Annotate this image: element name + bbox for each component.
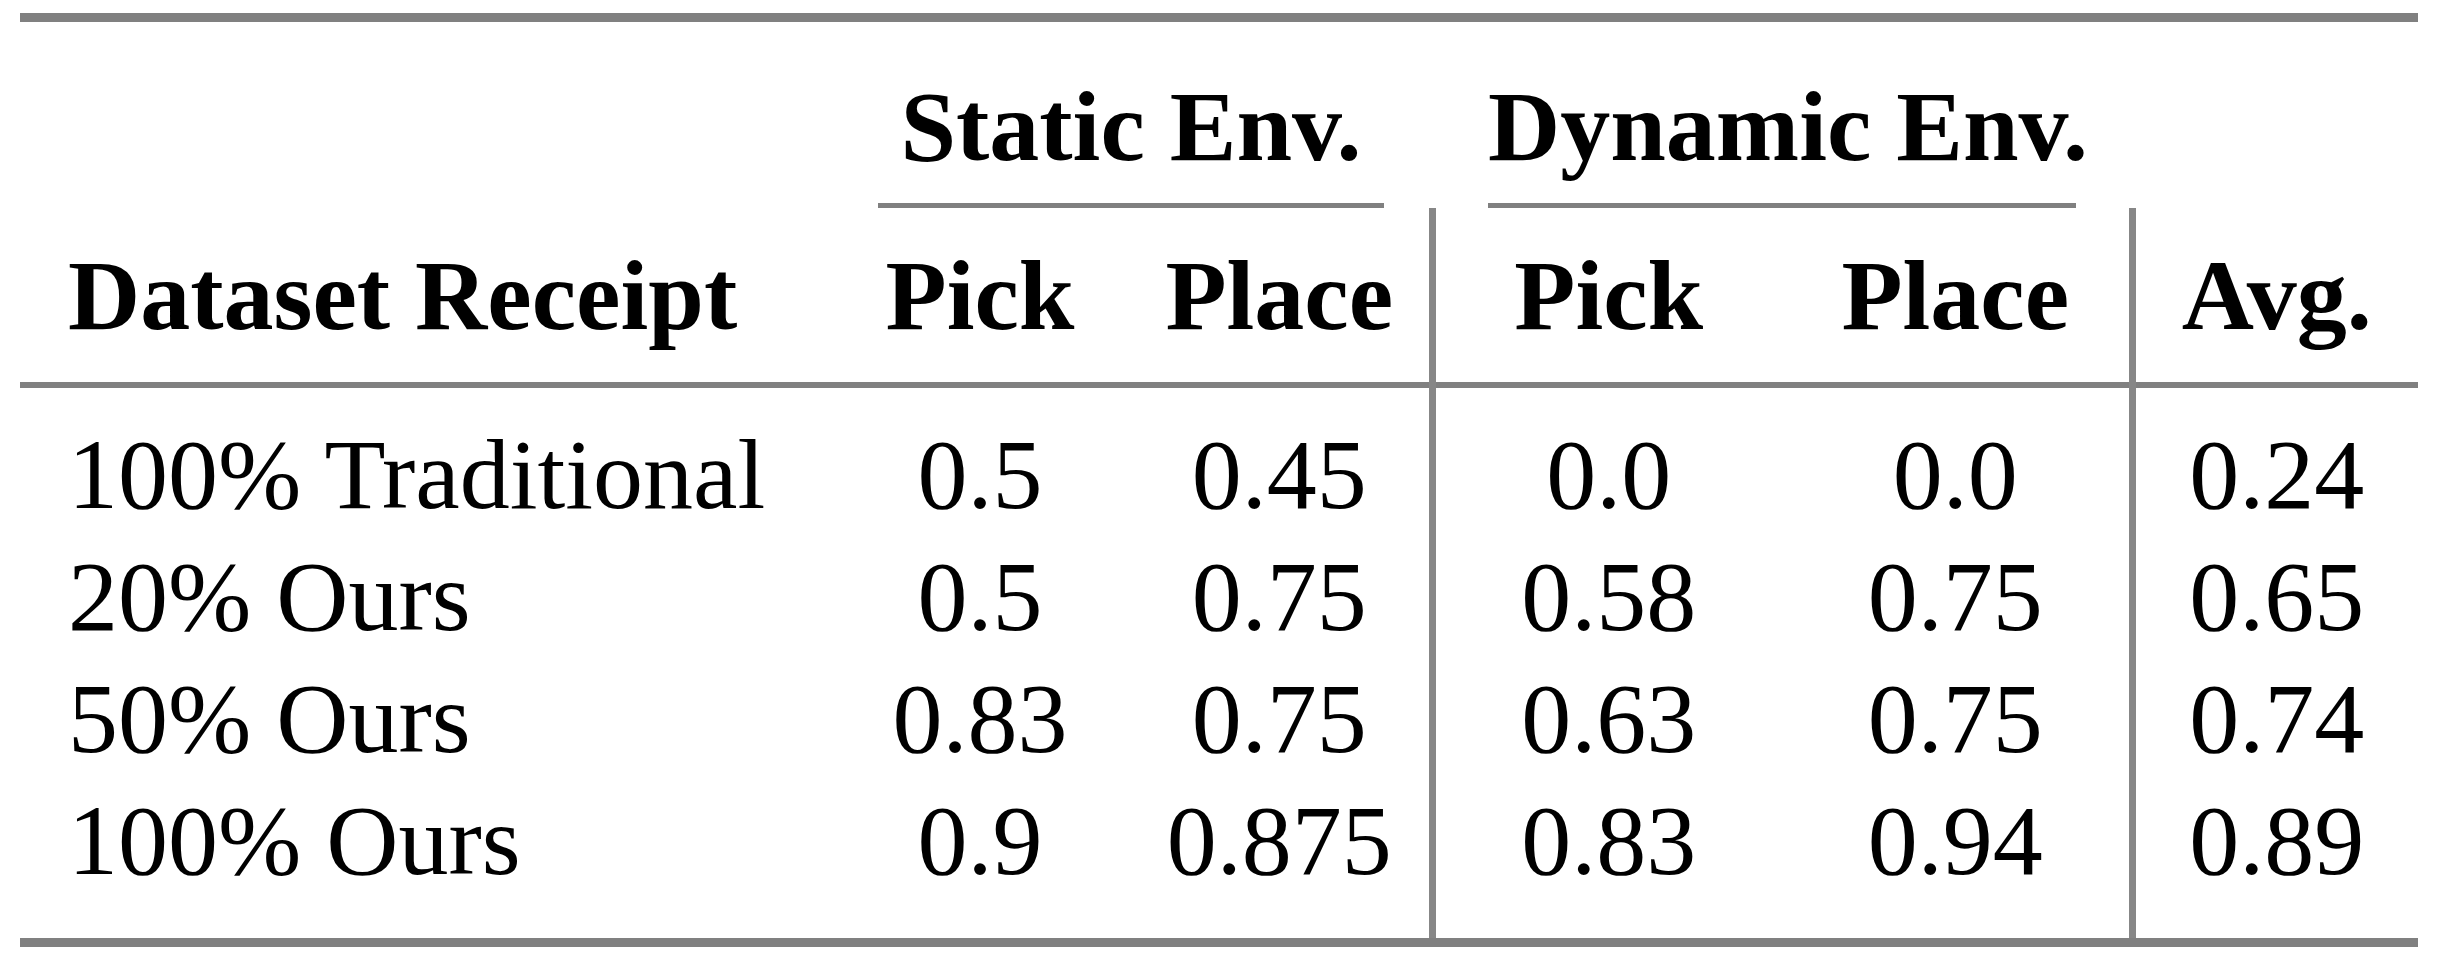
cell-static-pick: 0.9 [830,779,1130,901]
cell-avg: 0.89 [2132,779,2418,901]
cell-dynamic-place: 0.75 [1782,657,2132,779]
spacer-cell [830,901,1130,943]
column-header-row: Dataset Receipt Pick Place Pick Place Av… [20,208,2418,385]
group-header-static-cell: Static Env. [830,18,1432,209]
group-header-row: Static Env. Dynamic Env. [20,18,2418,209]
group-header-dynamic-label: Dynamic Env. [1488,77,2076,208]
spacer-cell [1782,901,2132,943]
cell-dynamic-place: 0.0 [1782,385,2132,535]
cell-static-place: 0.45 [1130,385,1432,535]
cell-dynamic-pick: 0.63 [1432,657,1782,779]
group-header-empty-cell [20,18,830,209]
cell-static-pick: 0.83 [830,657,1130,779]
cell-static-place: 0.75 [1130,657,1432,779]
cell-dynamic-place: 0.94 [1782,779,2132,901]
row-label: 50% Ours [20,657,830,779]
cell-dynamic-pick: 0.58 [1432,535,1782,657]
row-label: 20% Ours [20,535,830,657]
spacer-row [20,901,2418,943]
group-header-static-label: Static Env. [878,77,1384,208]
cell-avg: 0.24 [2132,385,2418,535]
group-header-dynamic-cell: Dynamic Env. [1432,18,2132,209]
spacer-cell [1432,901,1782,943]
cell-static-place: 0.75 [1130,535,1432,657]
cell-dynamic-pick: 0.0 [1432,385,1782,535]
row-label: 100% Ours [20,779,830,901]
cell-dynamic-pick: 0.83 [1432,779,1782,901]
column-header-avg: Avg. [2132,208,2418,385]
table-row: 100% Traditional 0.5 0.45 0.0 0.0 0.24 [20,385,2418,535]
column-header-static-pick: Pick [830,208,1130,385]
group-header-avg-empty-cell [2132,18,2418,209]
column-header-dynamic-pick: Pick [1432,208,1782,385]
row-label: 100% Traditional [20,385,830,535]
cell-dynamic-place: 0.75 [1782,535,2132,657]
spacer-cell [2132,901,2418,943]
column-header-dynamic-place: Place [1782,208,2132,385]
column-header-static-place: Place [1130,208,1432,385]
table-row: 20% Ours 0.5 0.75 0.58 0.75 0.65 [20,535,2418,657]
table-row: 50% Ours 0.83 0.75 0.63 0.75 0.74 [20,657,2418,779]
spacer-cell [20,901,830,943]
cell-static-pick: 0.5 [830,385,1130,535]
cell-static-pick: 0.5 [830,535,1130,657]
spacer-cell [1130,901,1432,943]
cell-avg: 0.65 [2132,535,2418,657]
cell-static-place: 0.875 [1130,779,1432,901]
cell-avg: 0.74 [2132,657,2418,779]
results-table-container: Static Env. Dynamic Env. Dataset Receipt… [20,13,2418,947]
results-table: Static Env. Dynamic Env. Dataset Receipt… [20,13,2418,947]
table-row: 100% Ours 0.9 0.875 0.83 0.94 0.89 [20,779,2418,901]
column-header-dataset-receipt: Dataset Receipt [20,208,830,385]
